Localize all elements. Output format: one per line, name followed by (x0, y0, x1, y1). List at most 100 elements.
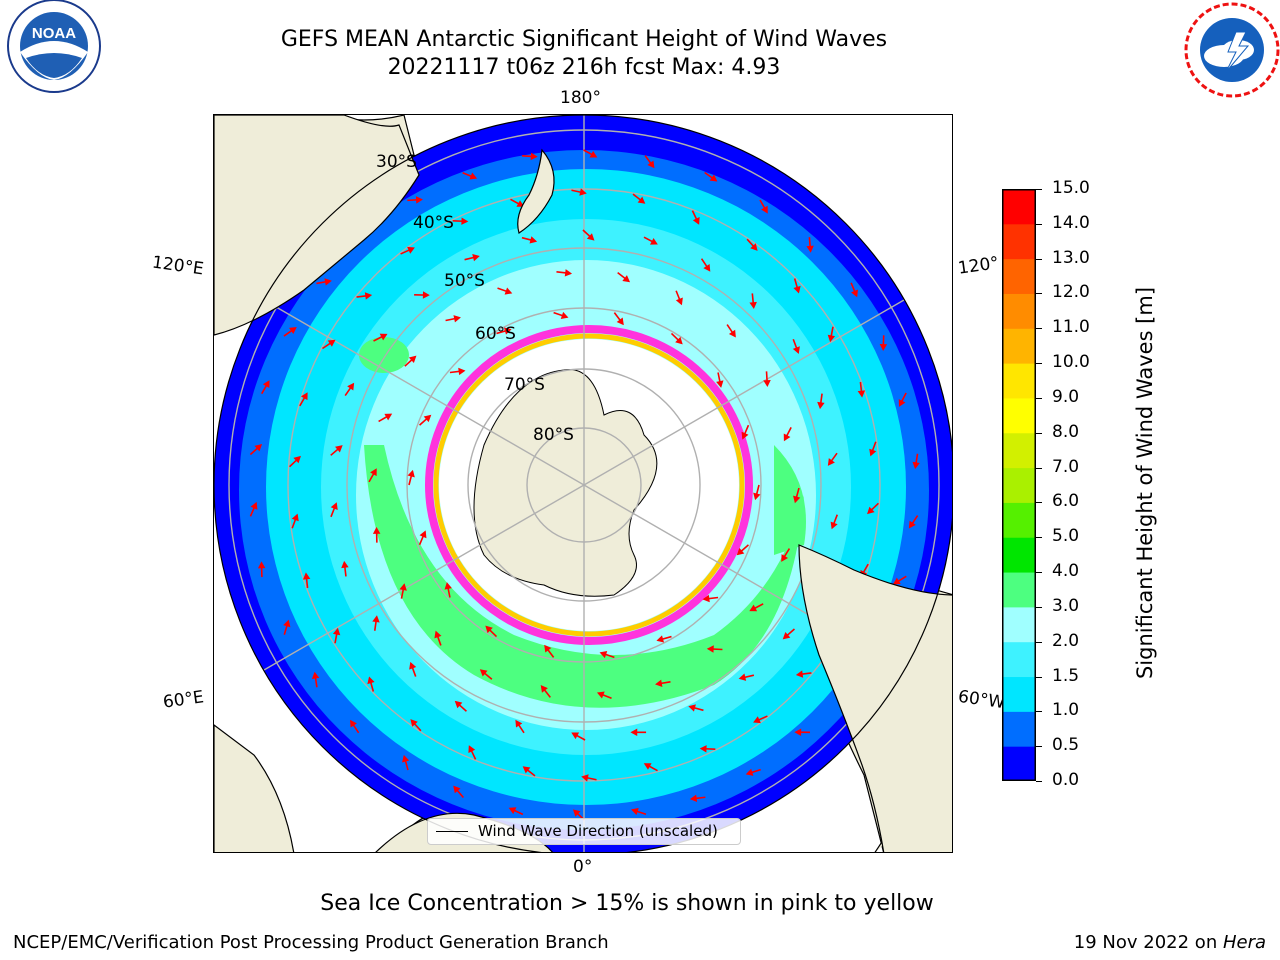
wind-arrow-head (750, 243, 758, 251)
wind-arrow-head (794, 728, 802, 736)
wind-arrow-head (643, 763, 652, 770)
colorbar-tick-mark (1036, 711, 1042, 713)
lat-label-30s: 30°S (376, 152, 417, 172)
wind-arrow-head (283, 619, 291, 628)
wind-arrow-head (869, 448, 877, 457)
wind-arrow-head (571, 732, 580, 740)
wind-arrows (249, 149, 920, 821)
wind-arrow-head (898, 399, 906, 407)
wind-arrow-head (453, 785, 461, 794)
lon-label-180: 180° (560, 88, 601, 108)
wind-arrow-head (544, 644, 552, 653)
wind-arrow-head (540, 685, 548, 693)
lon-label-60w: 60°W (956, 686, 1007, 714)
wind-arrow-head (379, 333, 388, 341)
wind-arrow-head (332, 627, 341, 636)
wind-arrow-head (763, 379, 771, 388)
colorbar-band (1002, 328, 1036, 364)
date-text: 19 Nov 2022 on (1073, 932, 1223, 953)
wind-arrow-head (262, 380, 270, 388)
wind-arrow-head (300, 392, 308, 401)
colorbar-tick-label: 8.0 (1052, 421, 1080, 442)
wind-arrow-head (530, 152, 538, 161)
wind-arrow-head (783, 433, 791, 442)
wind-arrow-head (347, 382, 355, 391)
colorbar-band (1002, 572, 1036, 608)
wind-arrow-head (879, 343, 888, 351)
wind-arrow-head (689, 794, 698, 803)
wind-arrow-head (795, 670, 804, 678)
wind-arrow-head (650, 237, 658, 245)
wind-arrow-head (254, 444, 263, 452)
wind-arrow-head (291, 513, 299, 522)
wind-arrow-head (372, 615, 380, 623)
colorbar-tick-label: 7.0 (1052, 456, 1080, 477)
wind-arrow-head (741, 431, 749, 440)
wind-arrow-head (586, 233, 595, 241)
graticule (228, 115, 940, 852)
chart-subtitle: 20221117 t06z 216h fcst Max: 4.93 (387, 55, 781, 80)
colorbar-tick-label: 12.0 (1052, 282, 1090, 303)
wind-arrow-head (250, 501, 258, 510)
wind-arrow-head (782, 631, 791, 640)
colorbar-tick-label: 10.0 (1052, 352, 1090, 373)
colorbar-tick-label: 15.0 (1052, 178, 1090, 198)
colorbar-band (1002, 711, 1036, 747)
lon-label-120e: 120°E (150, 252, 205, 280)
colorbar-tick-label: 4.0 (1052, 561, 1080, 582)
wind-arrow-head (423, 414, 432, 423)
wind-arrow-head (302, 572, 311, 580)
wind-arrow-head (341, 560, 349, 569)
colorbar-tick-label: 0.0 (1052, 770, 1080, 790)
wind-arrow-head (728, 329, 736, 338)
wind-arrow-head (384, 413, 393, 421)
wind-arrow-head (630, 728, 638, 737)
wind-arrow-head (515, 719, 523, 728)
wind-arrow-head (444, 582, 452, 590)
wind-arrow-head (817, 401, 825, 410)
colorbar-band (1002, 223, 1036, 260)
legend-label: Wind Wave Direction (unscaled) (478, 822, 718, 840)
wind-arrow-head (589, 150, 598, 158)
wind-arrow-head (908, 520, 916, 529)
wind-arrow-head (503, 327, 512, 335)
lat-label-40s: 40°S (413, 213, 454, 233)
wind-arrow-head (830, 521, 838, 530)
colorbar-tick-mark (1036, 258, 1042, 260)
wind-arrow-head (461, 217, 469, 225)
credit-text: NCEP/EMC/Verification Post Processing Pr… (13, 932, 609, 953)
wind-arrow-head (422, 291, 430, 299)
lat-label-50s: 50°S (444, 271, 485, 291)
sea-ice-text: Sea Ice Concentration > 15% is shown in … (320, 891, 934, 916)
colorbar-tick-mark (1036, 293, 1042, 295)
wind-arrow-head (622, 275, 631, 283)
wind-arrow-head (485, 625, 493, 634)
lon-label-0: 0° (573, 857, 593, 877)
wind-arrow-head (716, 380, 724, 388)
colorbar-tick-mark (1036, 781, 1042, 782)
colorbar-band (1002, 676, 1036, 712)
lon-label-120w: 120° (956, 253, 1001, 279)
colorbar-band (1002, 641, 1036, 678)
lat-label-80s: 80°S (533, 425, 574, 445)
wind-arrow-head (468, 745, 476, 754)
colorbar-tick-label: 6.0 (1052, 491, 1080, 512)
wind-arrow-head (596, 691, 605, 699)
wind-arrow-head (560, 311, 569, 320)
wind-arrow-head (564, 269, 573, 277)
wind-arrow-head (370, 468, 377, 477)
sea-ice-note: Sea Ice Concentration > 15% is shown in … (0, 891, 1280, 916)
wind-arrow-head (793, 285, 801, 294)
wind-arrow-head (702, 594, 710, 603)
colorbar-tick-mark (1036, 606, 1042, 608)
date-stamp: 19 Nov 2022 on Hera (1074, 932, 1266, 953)
wind-arrow-head (367, 676, 375, 685)
noaa-logo: NOAA (7, 0, 101, 93)
wind-arrow-head (410, 719, 418, 727)
legend-line (436, 831, 468, 832)
wind-arrow-head (479, 669, 488, 677)
wind-arrow-head (806, 245, 814, 253)
colorbar-tick-mark (1036, 502, 1042, 504)
wind-arrow-head (472, 253, 480, 262)
wind-arrow-head (434, 630, 442, 639)
